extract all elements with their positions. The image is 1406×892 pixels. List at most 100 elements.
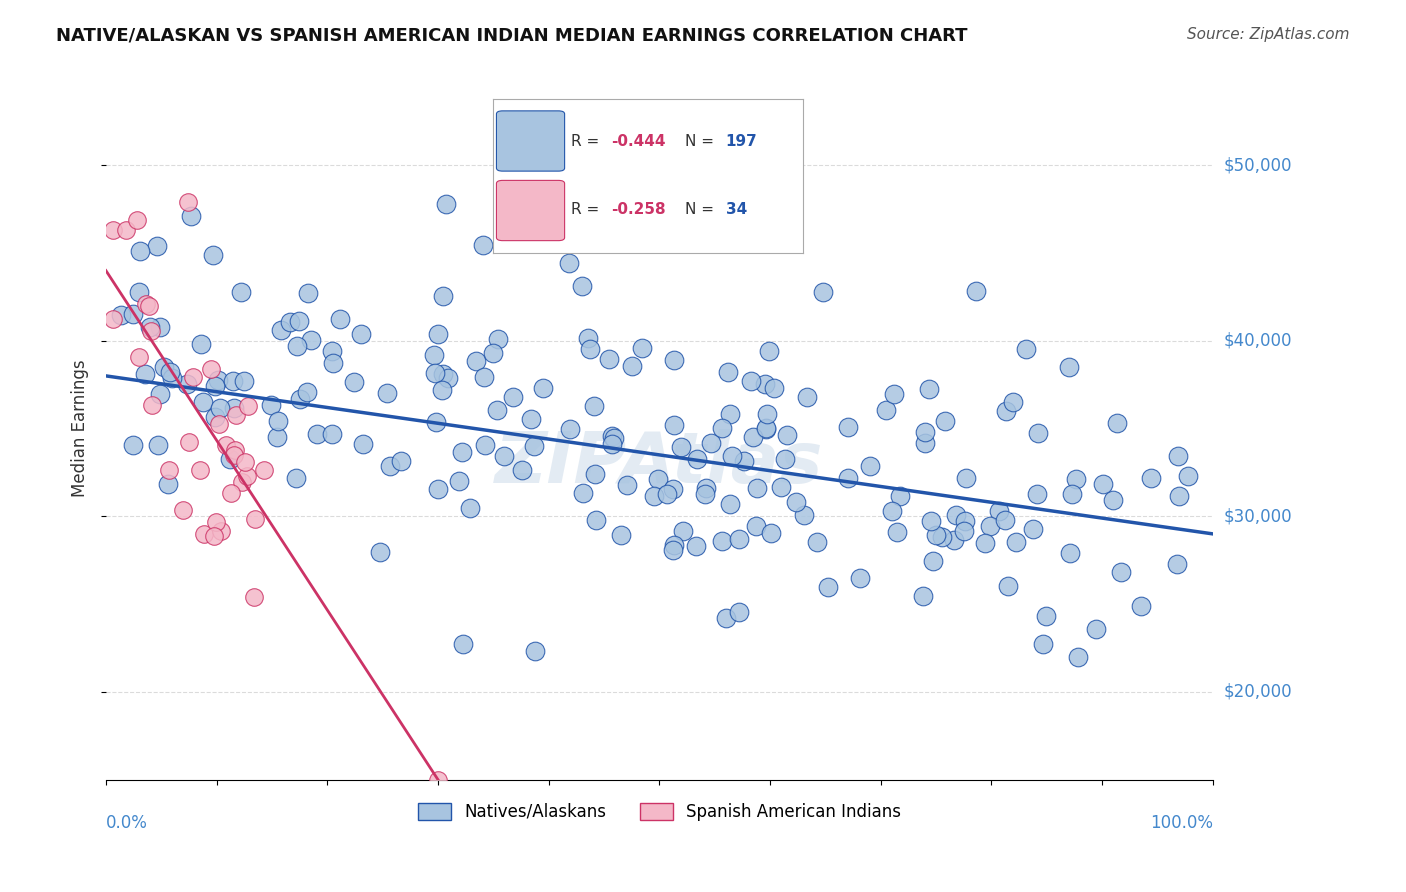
Point [267, 414, 290, 428]
Point [321, 427, 343, 442]
Point [159, 463, 181, 477]
Point [733, 454, 755, 468]
Point [603, 431, 626, 445]
Point [297, 285, 319, 300]
Point [172, 503, 194, 517]
Point [523, 439, 546, 453]
Point [647, 473, 669, 487]
Point [924, 528, 946, 542]
Point [427, 327, 450, 342]
Point [458, 500, 481, 515]
Point [740, 374, 762, 388]
Point [204, 410, 226, 425]
Point [806, 535, 828, 549]
Point [1064, 472, 1087, 486]
Point [427, 482, 450, 496]
Point [558, 256, 581, 270]
Point [231, 475, 253, 489]
Text: $50,000: $50,000 [1225, 156, 1292, 174]
Point [837, 471, 859, 485]
Point [208, 417, 231, 432]
Point [714, 611, 737, 625]
Point [1166, 557, 1188, 571]
Text: $40,000: $40,000 [1225, 332, 1292, 350]
Point [149, 319, 172, 334]
Point [837, 420, 859, 434]
Point [519, 411, 541, 425]
Point [368, 544, 391, 558]
Point [727, 533, 749, 547]
Point [728, 605, 751, 619]
Point [1101, 493, 1123, 508]
Point [571, 278, 593, 293]
Point [616, 478, 638, 492]
Point [849, 570, 872, 584]
Point [447, 474, 470, 488]
Point [987, 504, 1010, 518]
Point [472, 237, 495, 252]
Point [600, 428, 623, 442]
Point [1026, 486, 1049, 500]
Point [610, 528, 633, 542]
Point [1177, 469, 1199, 483]
Point [710, 421, 733, 435]
Point [643, 489, 665, 503]
Point [718, 498, 741, 512]
Point [222, 448, 245, 462]
Point [1032, 636, 1054, 650]
Point [378, 458, 401, 473]
Point [278, 315, 301, 329]
Point [481, 346, 503, 360]
Point [773, 451, 796, 466]
Point [425, 415, 447, 429]
Point [776, 428, 799, 442]
Point [219, 451, 242, 466]
Point [655, 487, 678, 501]
Text: 0.0%: 0.0% [105, 814, 148, 832]
Point [110, 308, 132, 322]
Point [918, 382, 941, 396]
Point [1022, 522, 1045, 536]
Point [208, 401, 231, 415]
Point [235, 455, 257, 469]
Point [686, 451, 709, 466]
Point [579, 342, 602, 356]
Point [135, 297, 157, 311]
Point [762, 381, 785, 395]
Text: $20,000: $20,000 [1225, 683, 1292, 701]
Point [222, 374, 245, 388]
Point [321, 344, 343, 359]
Point [266, 430, 288, 444]
Point [745, 519, 768, 533]
Point [494, 449, 516, 463]
Point [953, 524, 976, 538]
Point [602, 436, 624, 450]
Point [700, 436, 723, 450]
Point [134, 367, 156, 381]
Point [204, 379, 226, 393]
Point [288, 314, 311, 328]
Point [661, 543, 683, 558]
Point [994, 513, 1017, 527]
Point [152, 359, 174, 374]
Point [474, 438, 496, 452]
Point [672, 524, 695, 538]
Point [583, 467, 606, 482]
Point [669, 440, 692, 454]
Point [232, 375, 254, 389]
Point [531, 381, 554, 395]
Point [159, 365, 181, 379]
Point [576, 331, 599, 345]
Point [434, 197, 457, 211]
Point [1107, 416, 1129, 430]
Point [305, 426, 328, 441]
Point [128, 285, 150, 299]
Point [598, 351, 620, 366]
Point [717, 365, 740, 379]
Point [101, 312, 124, 326]
Point [422, 348, 444, 362]
Point [190, 337, 212, 351]
Point [200, 362, 222, 376]
Point [270, 323, 292, 337]
Y-axis label: Median Earnings: Median Earnings [72, 359, 89, 498]
